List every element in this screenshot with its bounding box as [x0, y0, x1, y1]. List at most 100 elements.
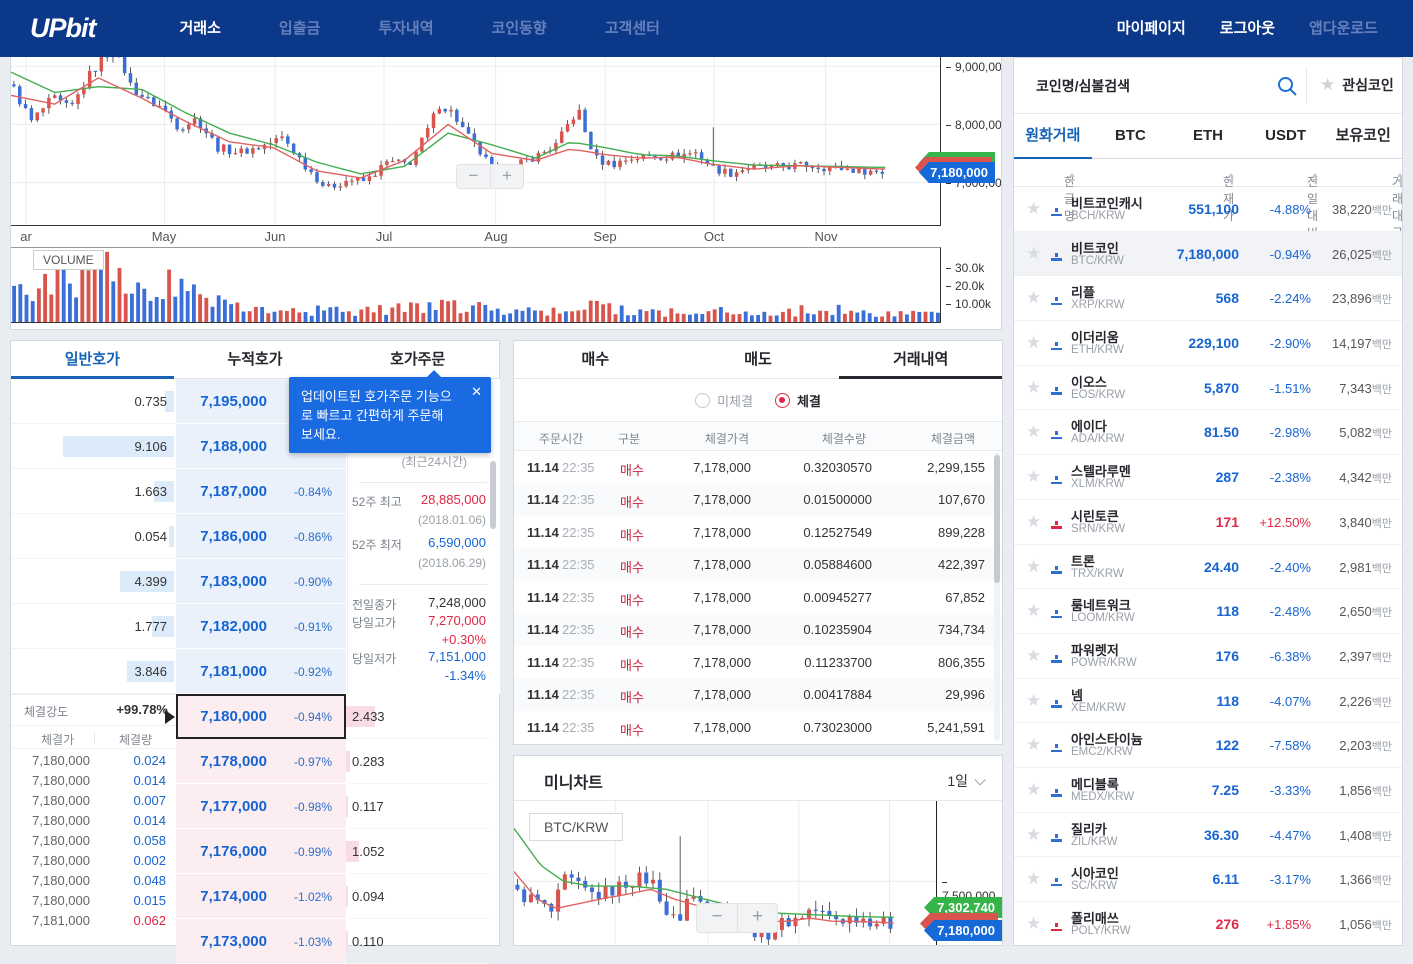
bid-quantity: 0.117 — [352, 799, 384, 814]
orderbook-tab[interactable]: 누적호가 — [174, 341, 337, 378]
trade-row[interactable]: 11.14 22:35 매수 7,178,000 0.32030570 2,29… — [514, 451, 1002, 483]
volume-label: VOLUME — [33, 250, 104, 270]
market-tab[interactable]: ETH — [1169, 114, 1247, 158]
coin-row[interactable]: ★ 폴리매쓰 POLY/KRW 276 +1.85% 1,056백만 — [1014, 902, 1402, 946]
trade-row[interactable]: 11.14 22:35 매수 7,178,000 0.05884600 422,… — [514, 548, 1002, 580]
coin-row[interactable]: ★ 시린토큰 SRN/KRW 171 +12.50% 3,840백만 — [1014, 500, 1402, 545]
bid-change-percent: -0.99% — [294, 845, 332, 859]
coin-row[interactable]: ★ 리플 XRP/KRW 568 -2.24% 23,896백만 — [1014, 276, 1402, 321]
favorites-button[interactable]: ★ 관심코인 — [1320, 74, 1394, 96]
favorite-star-icon[interactable]: ★ — [1026, 735, 1041, 755]
divider — [1306, 67, 1307, 104]
favorite-star-icon[interactable]: ★ — [1026, 914, 1041, 934]
radio-filled-orders[interactable]: 체결 — [775, 391, 821, 410]
favorite-star-icon[interactable]: ★ — [1026, 825, 1041, 845]
nav-item[interactable]: 투자내역 — [349, 0, 462, 57]
close-icon[interactable]: ✕ — [471, 384, 482, 400]
trade-tab[interactable]: 매도 — [677, 341, 840, 378]
market-tab[interactable]: 원화거래 — [1014, 114, 1092, 158]
trade-amount: 29,996 — [945, 687, 985, 702]
nav-item[interactable]: 고객센터 — [576, 0, 689, 57]
52w-low-date: (2018.06.29) — [418, 556, 486, 570]
trade-scrollbar-thumb[interactable] — [994, 455, 1000, 583]
market-tab[interactable]: 보유코인 — [1324, 114, 1402, 158]
nav-item[interactable]: 거래소 — [151, 0, 250, 57]
orderbook-tab[interactable]: 호가주문 — [336, 341, 499, 378]
coin-row[interactable]: ★ 트론 TRX/KRW 24.40 -2.40% 2,981백만 — [1014, 545, 1402, 590]
search-icon[interactable] — [1276, 75, 1298, 97]
trade-row[interactable]: 11.14 22:35 매수 7,178,000 0.12527549 899,… — [514, 516, 1002, 548]
price-position-icon — [1051, 207, 1062, 216]
favorite-star-icon[interactable]: ★ — [1026, 422, 1041, 442]
trade-row[interactable]: 11.14 22:35 매수 7,178,000 0.11233700 806,… — [514, 646, 1002, 678]
period-dropdown[interactable]: 1일 — [947, 771, 982, 791]
favorite-star-icon[interactable]: ★ — [1026, 557, 1041, 577]
coin-volume-unit: 백만 — [1372, 607, 1392, 619]
favorite-star-icon[interactable]: ★ — [1026, 199, 1041, 219]
upbit-logo[interactable]: UPbit — [30, 13, 96, 44]
coin-row[interactable]: ★ 파워렛저 POWR/KRW 176 -6.38% 2,397백만 — [1014, 634, 1402, 679]
market-tab[interactable]: BTC — [1092, 114, 1170, 158]
chart-zoom-controls: − + — [456, 164, 524, 189]
coin-row[interactable]: ★ 아인스타이늄 EMC2/KRW 122 -7.58% 2,203백만 — [1014, 723, 1402, 768]
nav-item[interactable]: 마이페이지 — [1100, 0, 1203, 57]
coin-change-percent: -2.48% — [1270, 604, 1311, 619]
favorite-star-icon[interactable]: ★ — [1026, 333, 1041, 353]
favorite-star-icon[interactable]: ★ — [1026, 288, 1041, 308]
coin-row[interactable]: ★ 스텔라루멘 XLM/KRW 287 -2.38% 4,342백만 — [1014, 455, 1402, 500]
nav-item[interactable]: 로그아웃 — [1203, 0, 1292, 57]
zoom-out-button[interactable]: − — [697, 904, 737, 932]
coin-row[interactable]: ★ 룸네트워크 LOOM/KRW 118 -2.48% 2,650백만 — [1014, 589, 1402, 634]
market-tab[interactable]: USDT — [1247, 114, 1325, 158]
zoom-in-button[interactable]: + — [490, 165, 523, 188]
trade-row[interactable]: 11.14 22:35 매수 7,178,000 0.00417884 29,9… — [514, 678, 1002, 710]
trade-row[interactable]: 11.14 22:35 매수 7,178,000 0.10235904 734,… — [514, 613, 1002, 645]
nav-item[interactable]: 입출금 — [250, 0, 349, 57]
favorite-star-icon[interactable]: ★ — [1026, 467, 1041, 487]
coin-price: 5,870 — [1204, 380, 1239, 396]
coin-row[interactable]: ★ 비트코인 BTC/KRW 7,180,000 -0.94% 26,025백만 — [1014, 232, 1402, 277]
favorite-star-icon[interactable]: ★ — [1026, 244, 1041, 264]
x-axis-label: Aug — [484, 229, 507, 244]
trade-row[interactable]: 11.14 22:35 매수 7,178,000 0.00945277 67,8… — [514, 581, 1002, 613]
nav-item[interactable]: 코인동향 — [463, 0, 576, 57]
coin-volume-unit: 백만 — [1372, 339, 1392, 351]
coin-row[interactable]: ★ 메디블록 MEDX/KRW 7.25 -3.33% 1,856백만 — [1014, 768, 1402, 813]
favorite-star-icon[interactable]: ★ — [1026, 601, 1041, 621]
favorite-star-icon[interactable]: ★ — [1026, 869, 1041, 889]
coin-row[interactable]: ★ 비트코인캐시 BCH/KRW 551,100 -4.88% 38,220백만 — [1014, 187, 1402, 232]
orderbook-tab[interactable]: 일반호가 — [11, 341, 174, 378]
favorite-star-icon[interactable]: ★ — [1026, 691, 1041, 711]
coin-price: 7.25 — [1212, 782, 1239, 798]
favorite-star-icon[interactable]: ★ — [1026, 780, 1041, 800]
ask-quantity: 3.846 — [134, 664, 167, 679]
favorite-star-icon[interactable]: ★ — [1026, 512, 1041, 532]
trade-amount: 422,397 — [938, 557, 985, 572]
coin-row[interactable]: ★ 이오스 EOS/KRW 5,870 -1.51% 7,343백만 — [1014, 366, 1402, 411]
trade-tab[interactable]: 매수 — [514, 341, 677, 378]
coin-row[interactable]: ★ 이더리움 ETH/KRW 229,100 -2.90% 14,197백만 — [1014, 321, 1402, 366]
trade-amount: 806,355 — [938, 655, 985, 670]
trade-tab[interactable]: 거래내역 — [839, 341, 1002, 378]
coin-change-percent: -1.51% — [1270, 381, 1311, 396]
coin-price: 122 — [1216, 737, 1239, 753]
trade-row[interactable]: 11.14 22:35 매수 7,178,000 0.01500000 107,… — [514, 483, 1002, 515]
trade-row[interactable]: 11.14 22:35 매수 7,178,000 0.73023000 5,24… — [514, 711, 1002, 743]
coin-row[interactable]: ★ 넴 XEM/KRW 118 -4.07% 2,226백만 — [1014, 679, 1402, 724]
coin-row[interactable]: ★ 에이다 ADA/KRW 81.50 -2.98% 5,082백만 — [1014, 410, 1402, 455]
trade-scrollbar[interactable] — [994, 453, 1000, 741]
coin-row[interactable]: ★ 시아코인 SC/KRW 6.11 -3.17% 1,366백만 — [1014, 857, 1402, 902]
zoom-out-button[interactable]: − — [457, 165, 490, 188]
radio-open-orders[interactable]: 미체결 — [695, 391, 753, 410]
coin-row[interactable]: ★ 질리카 ZIL/KRW 36.30 -4.47% 1,408백만 — [1014, 813, 1402, 858]
orderbook-scrollbar-thumb[interactable] — [490, 461, 496, 529]
volume-axis-label: 20.0k — [946, 279, 984, 293]
x-axis-label: Jun — [265, 229, 286, 244]
radio-icon — [695, 393, 710, 408]
coin-search-input[interactable] — [1036, 73, 1261, 99]
zoom-in-button[interactable]: + — [737, 904, 777, 932]
favorite-star-icon[interactable]: ★ — [1026, 378, 1041, 398]
favorite-star-icon[interactable]: ★ — [1026, 646, 1041, 666]
nav-item[interactable]: 앱다운로드 — [1292, 0, 1395, 57]
